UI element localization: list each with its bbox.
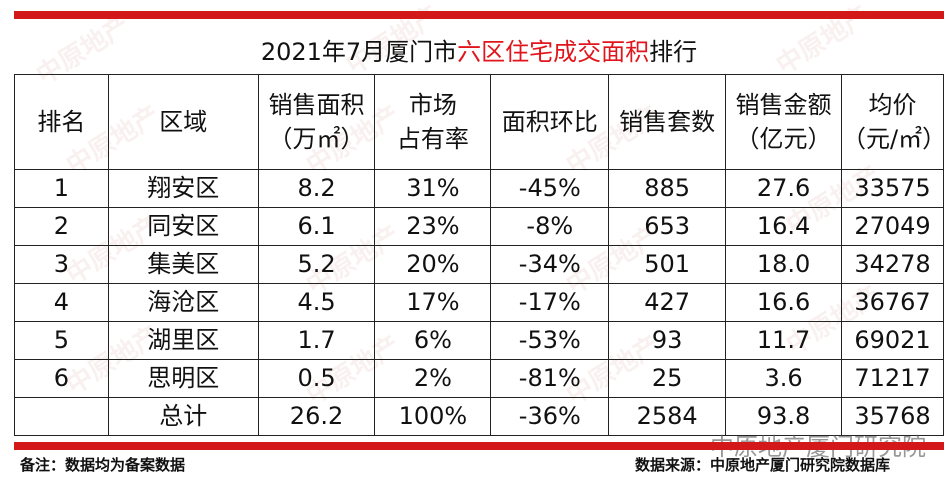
cell-rank: [14, 397, 109, 436]
cell-avg-price: 71217: [840, 359, 945, 398]
cell-market-share: 20%: [374, 245, 492, 284]
header-row: 排名 区域 销售面积 （万㎡） 市场 占有率 面积环比 销售套数 销售金额 （亿元） …: [14, 74, 946, 170]
col-header-units-sold: 销售套数: [608, 74, 727, 170]
table-row: 4 海沧区 4.5 17% -17% 427 16.6 36767: [14, 283, 945, 322]
top-accent-bar: [14, 11, 944, 19]
col-header-district: 区域: [107, 74, 259, 170]
col-header-market-share: 市场 占有率: [374, 74, 492, 170]
cell-avg-price: 27049: [840, 207, 945, 246]
cell-rank: 5: [14, 321, 109, 360]
table-row: 3 集美区 5.2 20% -34% 501 18.0 34278: [14, 245, 945, 284]
page-title: 2021年7月厦门市六区住宅成交面积排行: [14, 30, 944, 74]
cell-district: 同安区: [107, 207, 259, 246]
table-row: 2 同安区 6.1 23% -8% 653 16.4 27049: [14, 207, 945, 246]
cell-units-sold: 25: [608, 359, 727, 398]
ranking-table: 排名 区域 销售面积 （万㎡） 市场 占有率 面积环比 销售套数 销售金额 （亿元） …: [14, 74, 946, 436]
cell-market-share: 2%: [374, 359, 492, 398]
cell-district: 海沧区: [107, 283, 259, 322]
cell-area-mom: -81%: [490, 359, 610, 398]
cell-units-sold: 427: [608, 283, 727, 322]
cell-district: 思明区: [107, 359, 259, 398]
cell-area-mom: -45%: [490, 169, 610, 208]
cell-sales-area: 5.2: [257, 245, 376, 284]
cell-units-sold: 501: [608, 245, 727, 284]
cell-area-mom: -36%: [490, 397, 610, 436]
table-row: 1 翔安区 8.2 31% -45% 885 27.6 33575: [14, 169, 945, 208]
cell-sales-amount: 27.6: [725, 169, 842, 208]
title-prefix: 2021年7月厦门市: [260, 38, 458, 66]
cell-market-share: 17%: [374, 283, 492, 322]
cell-avg-price: 35768: [840, 397, 945, 436]
footnote-source: 数据来源：中原地产厦门研究院数据库: [635, 456, 891, 474]
cell-area-mom: -34%: [490, 245, 610, 284]
cell-district: 翔安区: [107, 169, 259, 208]
cell-area-mom: -8%: [490, 207, 610, 246]
col-header-area-mom: 面积环比: [490, 74, 610, 170]
cell-rank: 3: [14, 245, 109, 284]
table-row: 5 湖里区 1.7 6% -53% 93 11.7 69021: [14, 321, 945, 360]
cell-rank: 2: [14, 207, 109, 246]
footnote-note: 备注：数据均为备案数据: [20, 456, 186, 474]
cell-district: 总计: [107, 397, 259, 436]
bottom-accent-bar: [14, 442, 944, 450]
cell-rank: 6: [14, 359, 109, 398]
cell-avg-price: 36767: [840, 283, 945, 322]
cell-area-mom: -53%: [490, 321, 610, 360]
cell-market-share: 31%: [374, 169, 492, 208]
cell-units-sold: 93: [608, 321, 727, 360]
cell-units-sold: 885: [608, 169, 727, 208]
cell-sales-area: 26.2: [257, 397, 376, 436]
cell-area-mom: -17%: [490, 283, 610, 322]
cell-rank: 1: [14, 169, 109, 208]
cell-rank: 4: [14, 283, 109, 322]
cell-avg-price: 34278: [840, 245, 945, 284]
cell-market-share: 23%: [374, 207, 492, 246]
cell-sales-amount: 3.6: [725, 359, 842, 398]
cell-sales-area: 8.2: [257, 169, 376, 208]
cell-sales-amount: 16.6: [725, 283, 842, 322]
col-header-avg-price: 均价 （元/㎡）: [840, 74, 946, 170]
title-suffix: 排行: [649, 38, 698, 66]
cell-sales-area: 1.7: [257, 321, 376, 360]
cell-sales-amount: 11.7: [725, 321, 842, 360]
cell-avg-price: 69021: [840, 321, 945, 360]
cell-sales-amount: 16.4: [725, 207, 842, 246]
cell-sales-area: 4.5: [257, 283, 376, 322]
cell-market-share: 100%: [374, 397, 492, 436]
cell-district: 集美区: [107, 245, 259, 284]
cell-sales-area: 0.5: [257, 359, 376, 398]
title-highlight-area: 住宅成交面积: [505, 38, 650, 66]
cell-sales-area: 6.1: [257, 207, 376, 246]
col-header-rank: 排名: [14, 74, 109, 170]
cell-units-sold: 653: [608, 207, 727, 246]
total-row: 总计 26.2 100% -36% 2584 93.8 35768: [14, 397, 945, 436]
cell-district: 湖里区: [107, 321, 259, 360]
cell-market-share: 6%: [374, 321, 492, 360]
cell-sales-amount: 18.0: [725, 245, 842, 284]
col-header-sales-amount: 销售金额 （亿元）: [725, 74, 842, 170]
table-row: 6 思明区 0.5 2% -81% 25 3.6 71217: [14, 359, 945, 398]
cell-sales-amount: 93.8: [725, 397, 842, 436]
title-highlight-districts: 六区: [457, 38, 506, 66]
cell-avg-price: 33575: [840, 169, 945, 208]
col-header-sales-area: 销售面积 （万㎡）: [257, 74, 376, 170]
cell-units-sold: 2584: [608, 397, 727, 436]
